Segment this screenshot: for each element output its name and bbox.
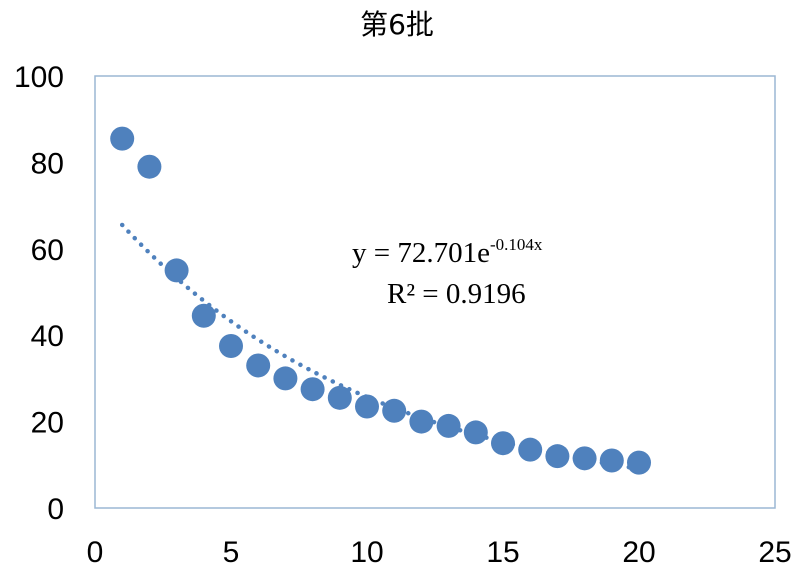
x-tick-label: 5 xyxy=(223,536,240,569)
data-point xyxy=(327,385,352,410)
x-tick-label: 10 xyxy=(350,536,383,569)
data-point xyxy=(110,126,135,151)
data-point xyxy=(164,258,189,283)
x-tick-label: 25 xyxy=(758,536,791,569)
y-tick-label: 0 xyxy=(47,493,64,526)
data-point xyxy=(219,334,243,358)
chart-title: 第6批 xyxy=(360,8,434,41)
data-point xyxy=(137,154,162,179)
x-tick-label: 20 xyxy=(622,536,655,569)
y-tick-label: 100 xyxy=(14,61,64,94)
r2-prefix: R² = xyxy=(387,278,446,310)
data-point xyxy=(273,366,298,391)
x-axis-ticks: 0 5 10 15 20 25 xyxy=(87,536,792,569)
equation-exponent: -0.104x xyxy=(490,235,543,254)
data-point xyxy=(627,450,651,475)
y-tick-label: 40 xyxy=(31,320,64,353)
data-point xyxy=(599,448,624,473)
data-point xyxy=(463,420,488,445)
equation-prefix: y = 72.701e xyxy=(352,237,490,269)
data-point xyxy=(491,431,515,456)
data-point xyxy=(518,437,543,462)
y-tick-label: 60 xyxy=(31,234,64,267)
r-squared: R² = 0.9196 xyxy=(387,278,526,310)
data-point xyxy=(300,377,325,402)
r2-value: 0.9196 xyxy=(446,278,526,310)
data-point xyxy=(191,303,216,328)
data-point xyxy=(246,353,271,378)
plot-area xyxy=(94,75,776,509)
trendline xyxy=(119,222,642,472)
y-tick-label: 80 xyxy=(31,147,64,180)
data-point xyxy=(355,394,379,419)
trendline-equation: y = 72.701e-0.104x xyxy=(352,235,543,269)
data-point xyxy=(572,446,597,471)
scatter-points xyxy=(110,126,651,475)
y-tick-label: 20 xyxy=(31,407,64,440)
x-tick-label: 0 xyxy=(87,536,104,569)
x-tick-label: 15 xyxy=(486,536,519,569)
data-point xyxy=(545,444,570,469)
data-point xyxy=(409,409,434,434)
data-point xyxy=(382,398,407,423)
y-axis-ticks: 0 20 40 60 80 100 xyxy=(14,61,64,526)
data-point xyxy=(436,413,461,438)
